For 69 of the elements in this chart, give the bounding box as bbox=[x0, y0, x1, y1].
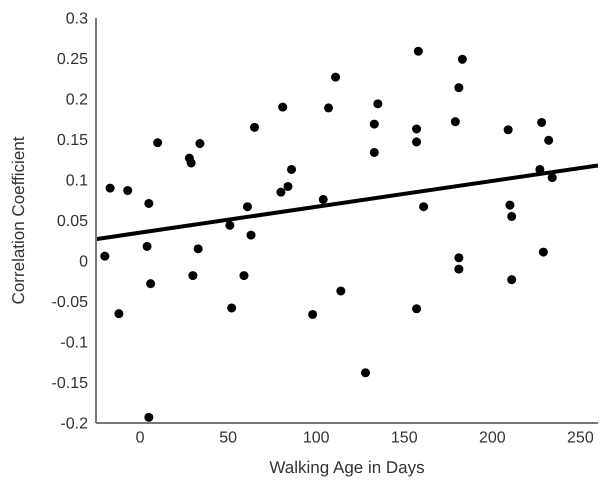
point bbox=[548, 173, 557, 182]
point bbox=[538, 248, 548, 257]
point bbox=[186, 158, 196, 168]
point bbox=[100, 252, 110, 261]
point bbox=[370, 148, 379, 157]
point bbox=[331, 72, 340, 82]
point bbox=[188, 271, 198, 280]
point bbox=[454, 264, 464, 274]
point bbox=[239, 271, 248, 280]
point bbox=[283, 182, 293, 191]
point bbox=[458, 54, 467, 64]
x-axis-title: Walking Age in Days bbox=[269, 458, 425, 477]
point bbox=[412, 304, 422, 314]
point bbox=[507, 212, 516, 221]
point bbox=[144, 198, 154, 208]
point bbox=[544, 136, 554, 145]
point bbox=[123, 186, 132, 196]
point bbox=[419, 202, 428, 212]
y-tick-label: 0.3 bbox=[66, 10, 88, 28]
point bbox=[106, 184, 115, 193]
point bbox=[412, 124, 422, 134]
point bbox=[195, 139, 204, 148]
y-tick-label: 0.1 bbox=[66, 172, 88, 190]
x-tick-label: 0 bbox=[136, 429, 145, 446]
point bbox=[250, 122, 260, 132]
x-tick-label: 50 bbox=[219, 429, 238, 446]
point bbox=[450, 117, 460, 126]
y-tick-label: 0.25 bbox=[56, 51, 88, 68]
point bbox=[276, 188, 286, 197]
point bbox=[504, 125, 513, 134]
point bbox=[194, 244, 203, 254]
point bbox=[144, 412, 154, 422]
point bbox=[242, 202, 252, 212]
y-tick-label: 0.05 bbox=[56, 213, 88, 230]
point bbox=[336, 286, 346, 296]
point bbox=[278, 102, 288, 112]
point bbox=[360, 368, 370, 378]
point bbox=[246, 230, 256, 240]
point bbox=[153, 138, 162, 148]
point bbox=[505, 200, 514, 210]
x-tick-label: 250 bbox=[567, 429, 594, 446]
y-axis-title: Correlation Coefficient bbox=[9, 136, 28, 304]
point bbox=[225, 220, 234, 230]
y-tick-label: -0.05 bbox=[52, 294, 88, 312]
point bbox=[454, 253, 464, 262]
y-tick-label: -0.2 bbox=[60, 416, 88, 433]
point bbox=[537, 118, 546, 127]
y-tick-label: -0.15 bbox=[52, 375, 88, 392]
y-tick-label: 0.2 bbox=[66, 92, 88, 109]
point bbox=[373, 99, 382, 108]
point bbox=[507, 275, 516, 284]
point bbox=[318, 194, 328, 204]
point bbox=[146, 279, 156, 288]
y-tick-label: 0.15 bbox=[56, 132, 88, 150]
point bbox=[414, 46, 423, 56]
point bbox=[308, 310, 318, 319]
x-tick-label: 150 bbox=[390, 429, 418, 446]
point bbox=[454, 83, 464, 92]
point bbox=[412, 137, 422, 146]
point bbox=[114, 309, 124, 318]
point bbox=[142, 242, 152, 251]
point bbox=[287, 164, 296, 174]
point bbox=[324, 103, 334, 112]
point bbox=[370, 120, 379, 129]
y-tick-label: -0.1 bbox=[60, 334, 88, 352]
point bbox=[227, 303, 236, 312]
y-tick-label: 0 bbox=[79, 254, 88, 271]
x-tick-label: 200 bbox=[478, 429, 506, 446]
x-tick-label: 100 bbox=[302, 429, 330, 446]
